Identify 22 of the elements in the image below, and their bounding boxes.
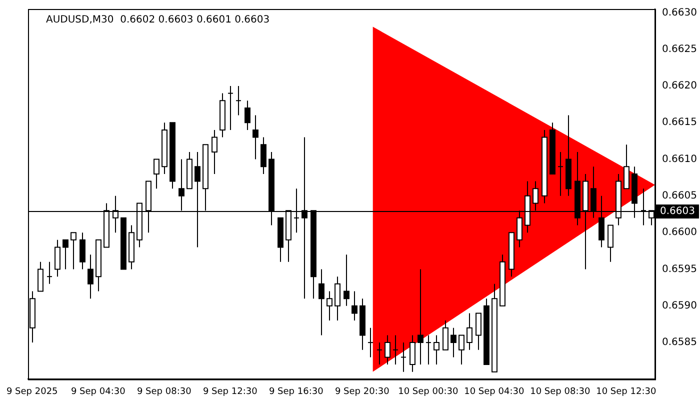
x-tick-label: 10 Sep 12:30 [596, 386, 656, 397]
x-tick-label: 9 Sep 16:30 [268, 386, 324, 397]
ref-line-label: 0.6603 [660, 206, 696, 218]
y-tick-label: 0.6585 [662, 337, 698, 348]
y-tick-label: 0.6595 [662, 264, 698, 275]
y-tick-label: 0.6590 [662, 300, 698, 312]
x-tick-label: 9 Sep 04:30 [70, 386, 126, 397]
x-tick-label: 9 Sep 2025 [6, 386, 58, 397]
x-tick-label: 9 Sep 12:30 [202, 386, 258, 397]
y-tick-label: 0.6600 [662, 227, 698, 238]
x-tick-label: 9 Sep 08:30 [136, 386, 192, 397]
y-tick-label: 0.6610 [662, 154, 698, 165]
x-tick-label: 10 Sep 04:30 [464, 386, 524, 397]
y-tick-label: 0.6615 [662, 117, 698, 128]
y-tick-label: 0.6620 [662, 80, 698, 92]
text: AUDUSD,M30 0.6602 0.6603 0.6601 0.6603 [46, 14, 270, 26]
y-tick-label: 0.6630 [662, 7, 698, 18]
x-tick-label: 10 Sep 08:30 [530, 386, 590, 397]
x-tick-label: 10 Sep 00:30 [398, 386, 458, 397]
y-tick-label: 0.6605 [662, 190, 698, 202]
x-tick-label: 9 Sep 20:30 [334, 386, 390, 397]
y-tick-label: 0.6625 [662, 44, 698, 55]
